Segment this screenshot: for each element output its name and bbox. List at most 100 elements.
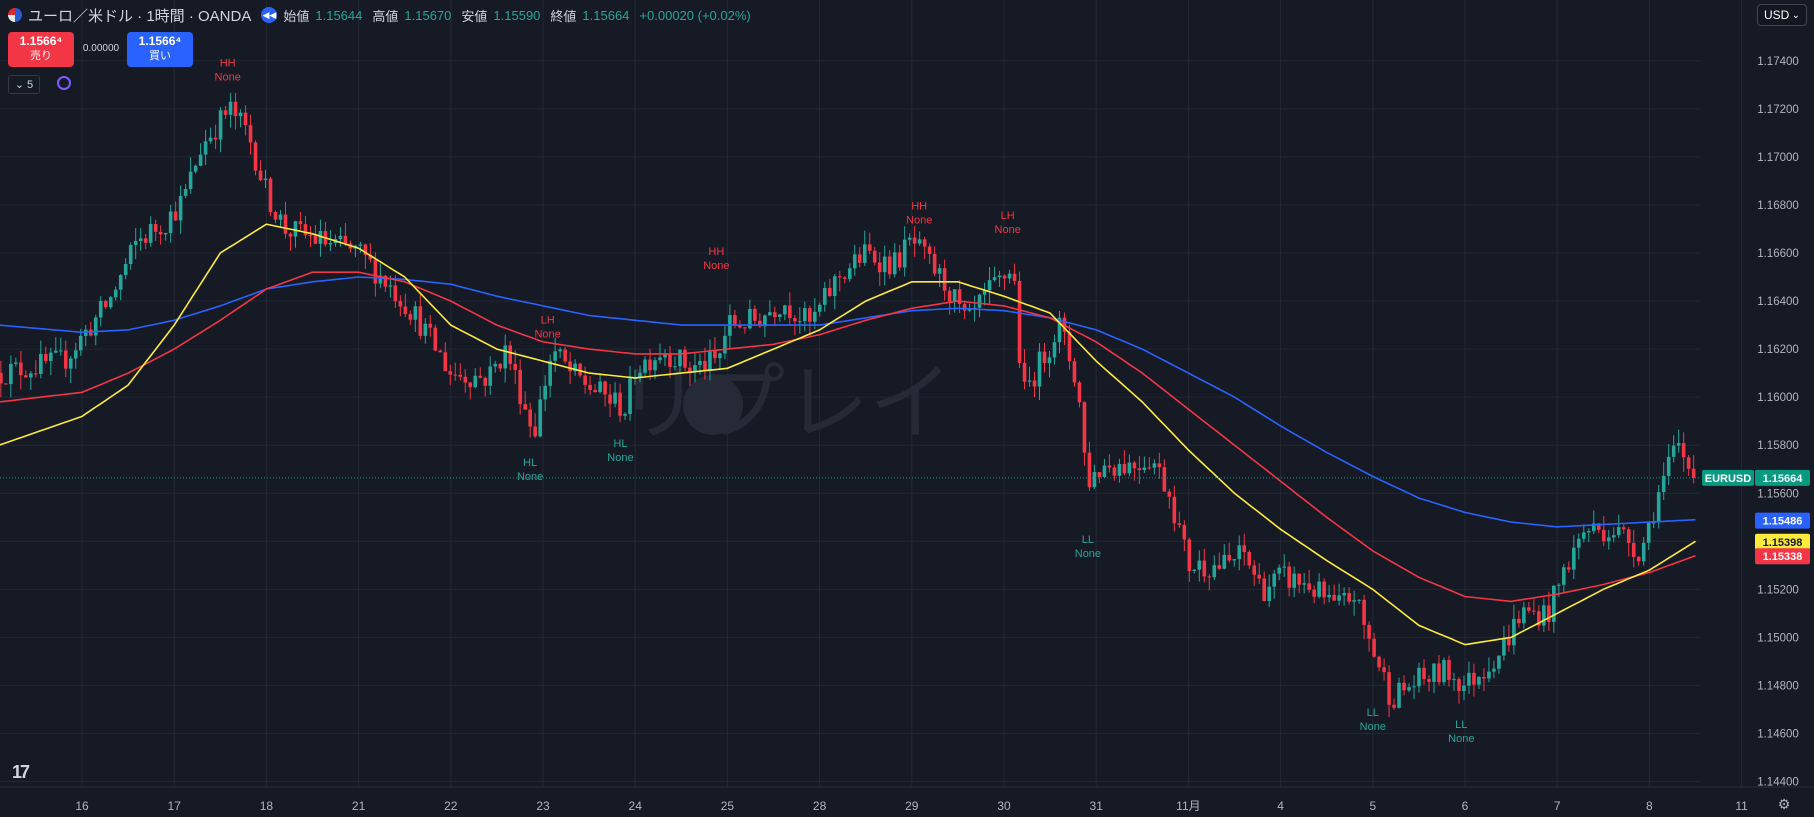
candle (1272, 569, 1277, 599)
candle-body (798, 321, 802, 323)
candle (673, 356, 677, 371)
candle-body (1312, 589, 1316, 597)
candle-body (1352, 600, 1356, 602)
candle-body (663, 354, 667, 358)
candle-body (1232, 559, 1237, 561)
candle (68, 355, 73, 384)
gear-icon[interactable]: ⚙ (1777, 796, 1791, 812)
candle-body (912, 237, 917, 244)
candle (53, 337, 58, 354)
candle-body (778, 314, 782, 317)
candle (1147, 457, 1152, 470)
candle (1057, 311, 1062, 354)
candle-body (1122, 464, 1127, 474)
candle-body (53, 350, 58, 353)
candle-body (543, 385, 547, 400)
candle (1337, 583, 1341, 606)
sell-button[interactable]: 1.1566⁴ 売り (8, 32, 74, 67)
candle (83, 324, 88, 347)
candle-body (178, 195, 183, 221)
candle (193, 164, 198, 174)
candle (1232, 558, 1237, 567)
candle (1227, 542, 1232, 563)
candle-body (1591, 523, 1596, 532)
candle-body (153, 224, 158, 232)
candle-body (508, 345, 512, 364)
candle (827, 279, 832, 297)
candle-body (528, 409, 532, 427)
candle-body (258, 170, 263, 181)
candle-body (1127, 462, 1132, 474)
candle-body (608, 394, 612, 404)
candle (103, 299, 108, 310)
candle (1022, 349, 1027, 390)
tradingview-logo[interactable]: 17 (12, 762, 30, 782)
candle-body (4, 383, 8, 385)
candle (947, 286, 952, 315)
grid (0, 0, 1743, 787)
symbol-title[interactable]: ユーロ／米ドル · 1時間 · OANDA (28, 7, 252, 25)
candle (288, 232, 293, 251)
candle-body (857, 254, 862, 263)
candle-body (1172, 496, 1177, 524)
price-tick-label: 1.14400 (1757, 777, 1799, 789)
candle (1222, 544, 1227, 570)
candle (783, 304, 787, 321)
candle-body (1547, 605, 1551, 622)
candle-body (223, 110, 228, 115)
candle-body (773, 312, 777, 317)
candle-body (14, 362, 18, 364)
candle-body (882, 256, 887, 273)
candle-body (803, 308, 807, 322)
candle-body (1277, 567, 1281, 574)
candle-body (822, 287, 827, 305)
time-tick-label: 30 (997, 799, 1011, 813)
candle-body (573, 363, 577, 372)
price-tick-label: 1.16600 (1757, 248, 1799, 260)
rewind-icon[interactable]: ◀◀ (261, 7, 278, 23)
candle-body (458, 374, 463, 377)
candle-body (1586, 531, 1591, 533)
currency-button[interactable]: USD ⌄ (1757, 4, 1807, 26)
candle (233, 92, 238, 130)
candle-body (1117, 464, 1122, 476)
candle (912, 226, 917, 257)
indicator-toggle[interactable]: ⌄ 5 (8, 75, 40, 94)
candle-body (453, 374, 458, 376)
sync-icon[interactable] (57, 76, 71, 90)
candle (1372, 632, 1376, 658)
candle (1282, 554, 1286, 577)
candle (867, 232, 872, 255)
candle-body (947, 290, 952, 302)
candle (1611, 527, 1616, 543)
candle-body (1282, 566, 1286, 568)
candle-body (1302, 583, 1306, 585)
pivot-label-type: LH (1001, 210, 1015, 222)
candle (1492, 660, 1496, 679)
candle-body (563, 349, 567, 362)
candle (1347, 587, 1351, 605)
candle-body (1452, 679, 1456, 681)
candle (1542, 598, 1546, 632)
candle (832, 273, 837, 310)
candle (48, 347, 53, 376)
candle-body (1292, 573, 1296, 588)
candle-body (1017, 280, 1022, 363)
candle (1437, 655, 1441, 686)
candle-body (188, 171, 193, 189)
buy-button[interactable]: 1.1566⁴ 買い (127, 32, 193, 67)
candle (1402, 675, 1406, 696)
candle-body (1397, 682, 1401, 708)
candle-body (598, 381, 602, 393)
candle (728, 304, 732, 349)
candle-body (1686, 457, 1691, 469)
candle-body (1651, 522, 1656, 524)
candle (887, 250, 892, 279)
candle-body (253, 142, 258, 171)
candle-body (428, 323, 433, 328)
candle (678, 349, 682, 373)
time-tick-label: 11 (1735, 799, 1748, 813)
candle (583, 366, 587, 394)
candle (1302, 572, 1306, 594)
